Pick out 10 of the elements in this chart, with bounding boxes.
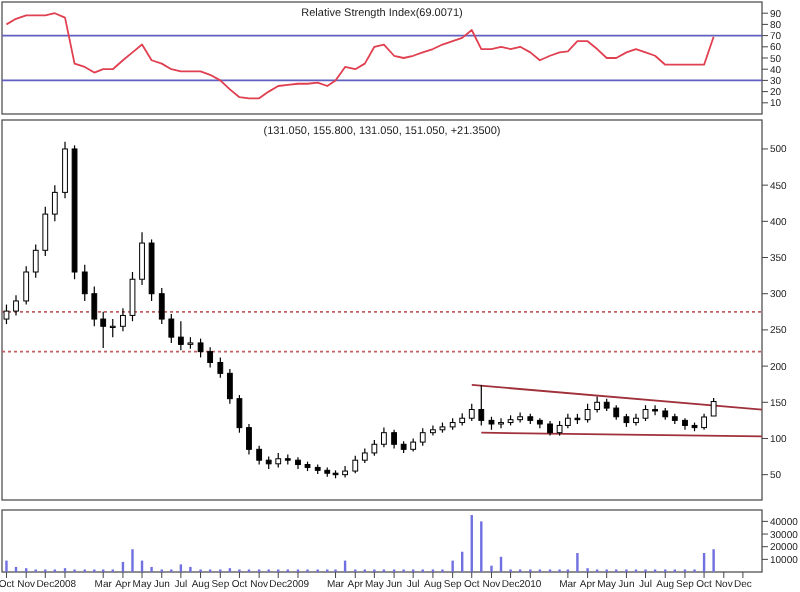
candlestick bbox=[217, 356, 224, 379]
line-series bbox=[5, 12, 715, 100]
candlestick bbox=[381, 427, 387, 448]
candlestick bbox=[109, 318, 116, 338]
candlestick bbox=[62, 141, 68, 199]
candlestick bbox=[51, 184, 58, 222]
candlestick bbox=[256, 445, 263, 466]
candlestick bbox=[23, 265, 30, 306]
candlestick bbox=[246, 423, 252, 455]
candlestick bbox=[391, 429, 397, 450]
